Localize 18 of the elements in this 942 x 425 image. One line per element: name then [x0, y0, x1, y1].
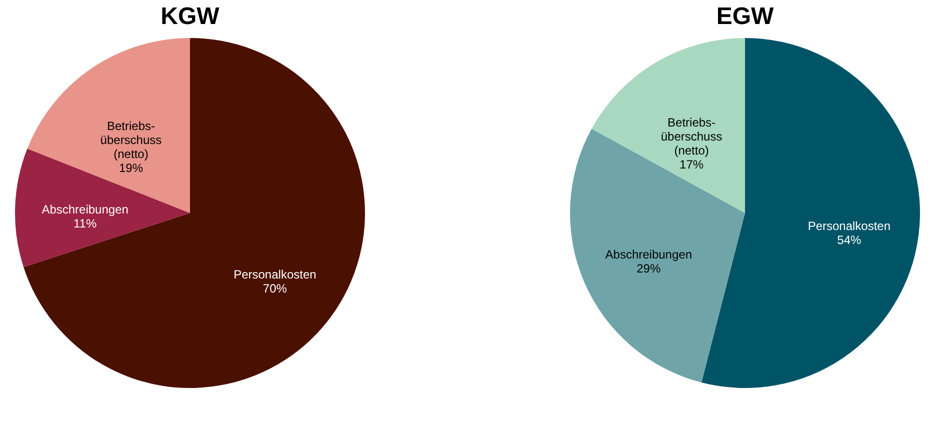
- chart-title: EGW: [716, 3, 774, 30]
- slice-label: Personalkosten: [808, 219, 891, 234]
- slice-label: Betriebs- überschuss (netto): [660, 116, 722, 158]
- slice-label: Abschreibungen: [605, 248, 692, 262]
- slice-label: Betriebs- überschuss (netto): [100, 119, 162, 162]
- data-label: 29%: [636, 262, 661, 276]
- data-label: 17%: [680, 158, 704, 172]
- pie-slice: [592, 38, 745, 213]
- data-label: 70%: [262, 282, 288, 296]
- pie-slice: [15, 148, 190, 268]
- pie-slice: [570, 128, 745, 382]
- pie-slice: [24, 38, 365, 388]
- data-label: 19%: [118, 161, 144, 176]
- data-label: 11%: [73, 216, 97, 231]
- data-label: 54%: [837, 233, 862, 248]
- slice-label: Abschreibungen: [42, 202, 128, 217]
- chart-title: KGW: [160, 3, 220, 30]
- slice-label: Personalkosten: [234, 268, 316, 282]
